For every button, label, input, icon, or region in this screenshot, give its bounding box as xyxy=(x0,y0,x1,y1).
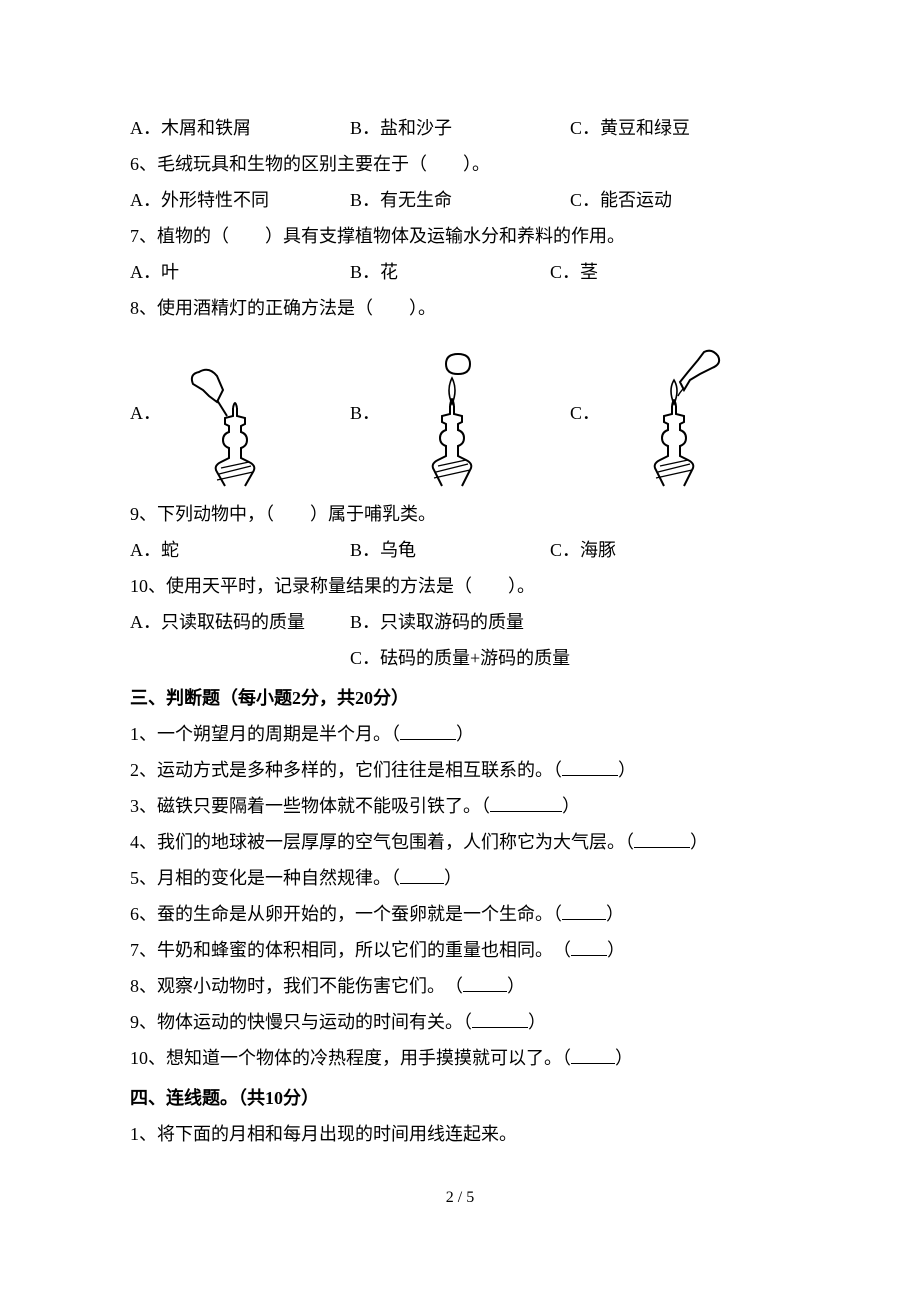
q8-option-a: A． xyxy=(130,338,350,488)
q8-option-b: B． xyxy=(350,338,570,488)
q8-letter-b: B． xyxy=(350,395,380,431)
q10-option-a: A．只读取砝码的质量 xyxy=(130,604,350,640)
q9-option-b: B．乌龟 xyxy=(350,532,550,568)
judge-7-post: ） xyxy=(607,940,625,960)
lamp-c-icon xyxy=(612,338,732,488)
q10-options-c: C．砝码的质量+游码的质量 xyxy=(130,640,790,676)
q8-option-c: C． xyxy=(570,338,790,488)
judge-2-post: ） xyxy=(618,760,636,780)
q7-option-a: A．叶 xyxy=(130,254,350,290)
judge-4-post: ） xyxy=(690,832,708,852)
judge-10: 10、想知道一个物体的冷热程度，用手摸摸就可以了。（ ） xyxy=(130,1040,790,1076)
judge-9-post: ） xyxy=(528,1012,546,1032)
judge-3-pre: 3、磁铁只要隔着一些物体就不能吸引铁了。（ xyxy=(130,796,490,816)
judge-6-post: ） xyxy=(606,904,624,924)
judge-10-blank[interactable] xyxy=(571,1045,615,1064)
judge-4: 4、我们的地球被一层厚厚的空气包围着，人们称它为大气层。（ ） xyxy=(130,824,790,860)
judge-5-blank[interactable] xyxy=(400,865,444,884)
judge-1-blank[interactable] xyxy=(400,721,456,740)
judge-4-blank[interactable] xyxy=(634,829,690,848)
judge-10-pre: 10、想知道一个物体的冷热程度，用手摸摸就可以了。（ xyxy=(130,1048,571,1068)
q6-options: A．外形特性不同 B．有无生命 C．能否运动 xyxy=(130,182,790,218)
lamp-a-icon xyxy=(173,338,293,488)
q10-text: 10、使用天平时，记录称量结果的方法是（ ）。 xyxy=(130,568,790,604)
q5-options: A．木屑和铁屑 B．盐和沙子 C．黄豆和绿豆 xyxy=(130,110,790,146)
q9-option-a: A．蛇 xyxy=(130,532,350,568)
judge-9-blank[interactable] xyxy=(472,1009,528,1028)
q10-options-ab: A．只读取砝码的质量 B．只读取游码的质量 xyxy=(130,604,790,640)
judge-4-pre: 4、我们的地球被一层厚厚的空气包围着，人们称它为大气层。（ xyxy=(130,832,634,852)
judge-3-post: ） xyxy=(562,796,580,816)
judge-1-pre: 1、一个朔望月的周期是半个月。（ xyxy=(130,724,400,744)
q8-options: A． B． C． xyxy=(130,338,790,488)
judge-10-post: ） xyxy=(615,1048,633,1068)
q9-options: A．蛇 B．乌龟 C．海豚 xyxy=(130,532,790,568)
lamp-b-icon xyxy=(392,338,512,488)
q5-option-a: A．木屑和铁屑 xyxy=(130,110,350,146)
judge-6: 6、蚕的生命是从卵开始的，一个蚕卵就是一个生命。（ ） xyxy=(130,896,790,932)
section3-title: 三、判断题（每小题2分，共20分） xyxy=(130,680,790,716)
page: A．木屑和铁屑 B．盐和沙子 C．黄豆和绿豆 6、毛绒玩具和生物的区别主要在于（… xyxy=(0,0,920,1254)
judge-5-post: ） xyxy=(444,868,462,888)
q7-options: A．叶 B．花 C．茎 xyxy=(130,254,790,290)
judge-2-blank[interactable] xyxy=(562,757,618,776)
judge-3-blank[interactable] xyxy=(490,793,562,812)
judge-8-post: ） xyxy=(507,976,525,996)
judge-5-pre: 5、月相的变化是一种自然规律。（ xyxy=(130,868,400,888)
q6-option-b: B．有无生命 xyxy=(350,182,570,218)
judge-3: 3、磁铁只要隔着一些物体就不能吸引铁了。（ ） xyxy=(130,788,790,824)
judge-7: 7、牛奶和蜂蜜的体积相同，所以它们的重量也相同。 （ ） xyxy=(130,932,790,968)
q5-option-c: C．黄豆和绿豆 xyxy=(570,110,690,146)
q6-option-c: C．能否运动 xyxy=(570,182,672,218)
judge-5: 5、月相的变化是一种自然规律。（ ） xyxy=(130,860,790,896)
q9-text: 9、下列动物中，（ ）属于哺乳类。 xyxy=(130,496,790,532)
judge-8: 8、观察小动物时，我们不能伤害它们。 （ ） xyxy=(130,968,790,1004)
q8-letter-a: A． xyxy=(130,395,161,431)
judge-6-pre: 6、蚕的生命是从卵开始的，一个蚕卵就是一个生命。（ xyxy=(130,904,562,924)
judge-8-blank[interactable] xyxy=(463,973,507,992)
section4-title: 四、连线题。（共10分） xyxy=(130,1080,790,1116)
judge-9: 9、物体运动的快慢只与运动的时间有关。（ ） xyxy=(130,1004,790,1040)
judge-7-blank[interactable] xyxy=(571,937,607,956)
q5-option-b: B．盐和沙子 xyxy=(350,110,570,146)
q10-option-b: B．只读取游码的质量 xyxy=(350,604,524,640)
q9-option-c: C．海豚 xyxy=(550,532,616,568)
q7-text: 7、植物的（ ）具有支撑植物体及运输水分和养料的作用。 xyxy=(130,218,790,254)
judge-6-blank[interactable] xyxy=(562,901,606,920)
judge-9-pre: 9、物体运动的快慢只与运动的时间有关。（ xyxy=(130,1012,472,1032)
q7-option-b: B．花 xyxy=(350,254,550,290)
q8-letter-c: C． xyxy=(570,395,600,431)
judge-2: 2、运动方式是多种多样的，它们往往是相互联系的。（ ） xyxy=(130,752,790,788)
q7-option-c: C．茎 xyxy=(550,254,598,290)
judge-8-pre: 8、观察小动物时，我们不能伤害它们。 （ xyxy=(130,976,463,996)
q8-text: 8、使用酒精灯的正确方法是（ ）。 xyxy=(130,290,790,326)
q10-option-c: C．砝码的质量+游码的质量 xyxy=(350,640,570,676)
q6-text: 6、毛绒玩具和生物的区别主要在于（ ）。 xyxy=(130,146,790,182)
q6-option-a: A．外形特性不同 xyxy=(130,182,350,218)
judge-2-pre: 2、运动方式是多种多样的，它们往往是相互联系的。（ xyxy=(130,760,562,780)
section4-q1: 1、将下面的月相和每月出现的时间用线连起来。 xyxy=(130,1116,790,1152)
page-number: 2 / 5 xyxy=(130,1182,790,1214)
judge-1-post: ） xyxy=(456,724,474,744)
judge-7-pre: 7、牛奶和蜂蜜的体积相同，所以它们的重量也相同。 （ xyxy=(130,940,571,960)
judge-1: 1、一个朔望月的周期是半个月。（ ） xyxy=(130,716,790,752)
